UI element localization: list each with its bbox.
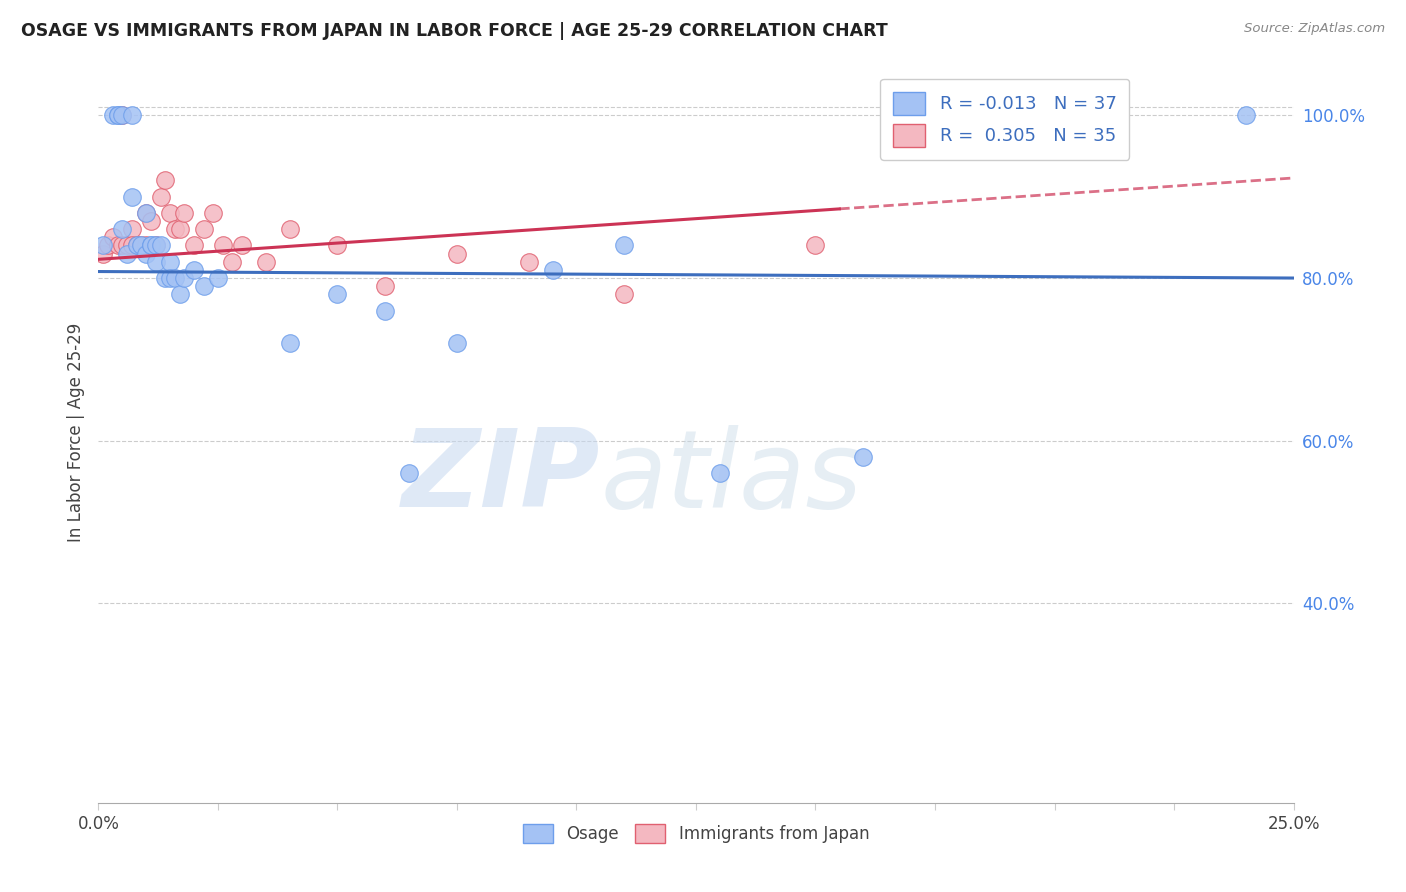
Point [202,206,225,220]
Point [169,222,191,236]
Point [139,238,162,252]
Point [163,271,186,285]
Point [231,238,253,252]
Point [804,238,827,252]
Point [446,336,468,351]
Point [709,467,731,481]
Point [135,238,157,252]
Point [121,238,143,252]
Point [125,238,148,252]
Point [183,238,205,252]
Point [1234,108,1257,122]
Point [115,246,138,260]
Point [121,189,143,203]
Point [852,450,875,464]
Point [221,254,243,268]
Legend: Osage, Immigrants from Japan: Osage, Immigrants from Japan [516,817,876,850]
Point [107,238,129,252]
Point [163,222,186,236]
Point [101,108,124,122]
Point [446,246,468,260]
Point [111,108,134,122]
Point [121,222,143,236]
Point [155,271,177,285]
Point [97,238,120,252]
Point [101,230,124,244]
Point [613,238,636,252]
Point [149,238,172,252]
Point [145,254,167,268]
Point [173,271,195,285]
Point [111,238,134,252]
Point [149,189,172,203]
Point [145,238,167,252]
Point [193,279,215,293]
Point [135,206,157,220]
Text: OSAGE VS IMMIGRANTS FROM JAPAN IN LABOR FORCE | AGE 25-29 CORRELATION CHART: OSAGE VS IMMIGRANTS FROM JAPAN IN LABOR … [21,22,887,40]
Point [517,254,540,268]
Point [374,279,396,293]
Point [145,238,167,252]
Y-axis label: In Labor Force | Age 25-29: In Labor Force | Age 25-29 [66,323,84,542]
Point [193,222,215,236]
Text: atlas: atlas [600,425,862,530]
Point [159,254,181,268]
Point [207,271,229,285]
Text: ZIP: ZIP [402,424,600,530]
Point [541,263,564,277]
Point [155,173,177,187]
Point [131,238,153,252]
Text: Source: ZipAtlas.com: Source: ZipAtlas.com [1244,22,1385,36]
Point [374,303,396,318]
Point [139,214,162,228]
Point [173,206,195,220]
Point [91,246,114,260]
Point [398,467,420,481]
Point [278,336,301,351]
Point [211,238,233,252]
Point [139,238,162,252]
Point [169,287,191,301]
Point [125,238,148,252]
Point [159,206,181,220]
Point [135,246,157,260]
Point [107,108,129,122]
Point [111,222,134,236]
Point [121,108,143,122]
Point [183,263,205,277]
Point [254,254,277,268]
Point [159,271,181,285]
Point [91,238,114,252]
Point [135,206,157,220]
Point [131,238,153,252]
Point [111,108,134,122]
Point [326,238,349,252]
Point [115,238,138,252]
Point [107,108,129,122]
Point [326,287,349,301]
Point [613,287,636,301]
Point [278,222,301,236]
